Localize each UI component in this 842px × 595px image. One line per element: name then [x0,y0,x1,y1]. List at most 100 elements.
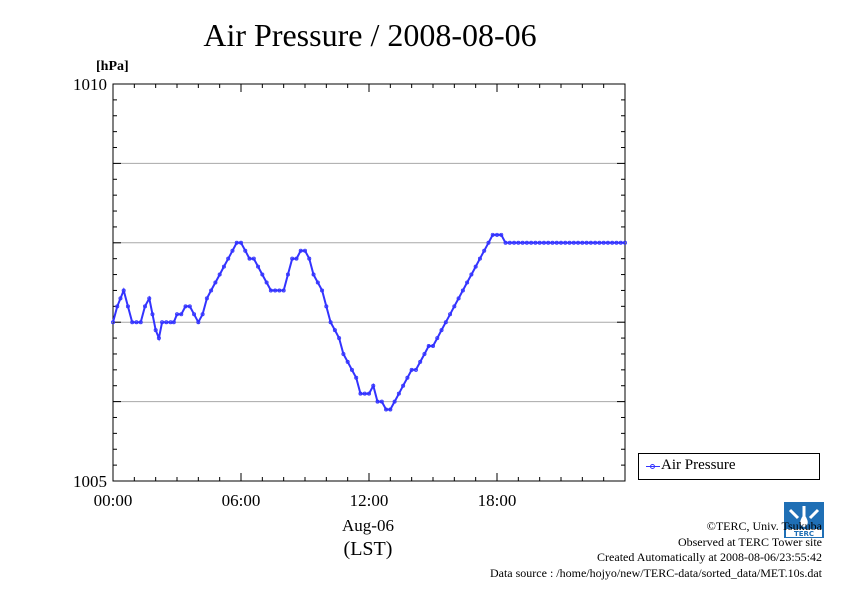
data-point [452,304,457,309]
x-tick-label: 00:00 [94,491,133,510]
grid-lines [113,162,625,403]
y-tick-label: 1005 [73,472,107,491]
data-point [204,296,209,301]
x-ticks: 00:00 06:00 12:00 18:00 [94,84,626,510]
data-point [294,256,299,261]
data-point [605,240,610,245]
data-point [142,304,147,309]
data-point [115,304,120,309]
data-point [118,296,123,301]
data-point [320,288,325,293]
data-point [138,320,143,325]
y-tick-label: 1010 [73,75,107,94]
data-point [465,280,470,285]
data-point [456,296,461,301]
data-point [490,232,495,237]
data-point [396,391,401,396]
data-point [273,288,278,293]
data-point [448,312,453,317]
data-point [392,399,397,404]
credits-data-source: Data source : /home/hojyo/new/TERC-data/… [489,565,822,580]
x-axis-date-label: Aug-06 [342,516,394,535]
x-tick-label: 12:00 [350,491,389,510]
data-point [285,272,290,277]
data-point [563,240,568,245]
data-point [358,391,363,396]
data-point [541,240,546,245]
x-axis-zone-label: (LST) [344,538,393,560]
data-point [341,351,346,356]
data-point [512,240,517,245]
data-point [524,240,529,245]
data-point [302,248,307,253]
data-point [192,312,197,317]
data-point [290,256,295,261]
data-point [554,240,559,245]
data-point [477,256,482,261]
data-point [147,296,152,301]
legend-marker-swatch [650,464,655,469]
data-point [307,256,312,261]
data-point [507,240,512,245]
data-point [614,240,619,245]
data-point [520,240,525,245]
data-point [260,272,265,277]
data-point [503,240,508,245]
y-ticks: 1010 1005 [73,75,625,491]
x-tick-label: 18:00 [478,491,517,510]
data-point [226,256,231,261]
data-point [469,272,474,277]
data-point [264,280,269,285]
data-point [256,264,261,269]
data-point [430,344,435,349]
data-point [130,320,135,325]
data-point [315,280,320,285]
data-point [413,367,418,372]
data-point [150,312,155,317]
data-point [160,320,165,325]
data-point [153,328,158,333]
data-point [311,272,316,277]
data-point [243,248,248,253]
data-point [409,367,414,372]
data-point [111,320,116,325]
data-point [516,240,521,245]
data-point [349,367,354,372]
data-point [125,304,130,309]
data-point [379,399,384,404]
data-point [422,351,427,356]
data-point [332,328,337,333]
data-point [121,288,126,293]
legend: Air Pressure [638,453,820,480]
data-point [354,375,359,380]
data-point [546,240,551,245]
data-point [345,359,350,364]
logo-text: TERC [794,530,814,538]
data-point [559,240,564,245]
data-point [183,304,188,309]
series-air-pressure [111,232,628,412]
data-point [439,328,444,333]
terc-logo: TERC [784,502,824,538]
data-point [221,264,226,269]
data-point [610,240,615,245]
data-point [238,240,243,245]
data-point [580,240,585,245]
data-point [537,240,542,245]
data-point [371,383,376,388]
data-point [187,304,192,309]
credits-created: Created Automatically at 2008-08-06/23:5… [597,550,822,564]
data-point [482,248,487,253]
credits-site: Observed at TERC Tower site [677,534,822,549]
data-point [460,288,465,293]
data-point [251,256,256,261]
data-point [405,375,410,380]
data-point [388,407,393,412]
data-point [164,320,169,325]
data-point [209,288,214,293]
legend-label: Air Pressure [661,457,736,473]
data-point [247,256,252,261]
data-point [230,248,235,253]
credits-copyright: ©TERC, Univ. Tsukuba [706,519,822,533]
